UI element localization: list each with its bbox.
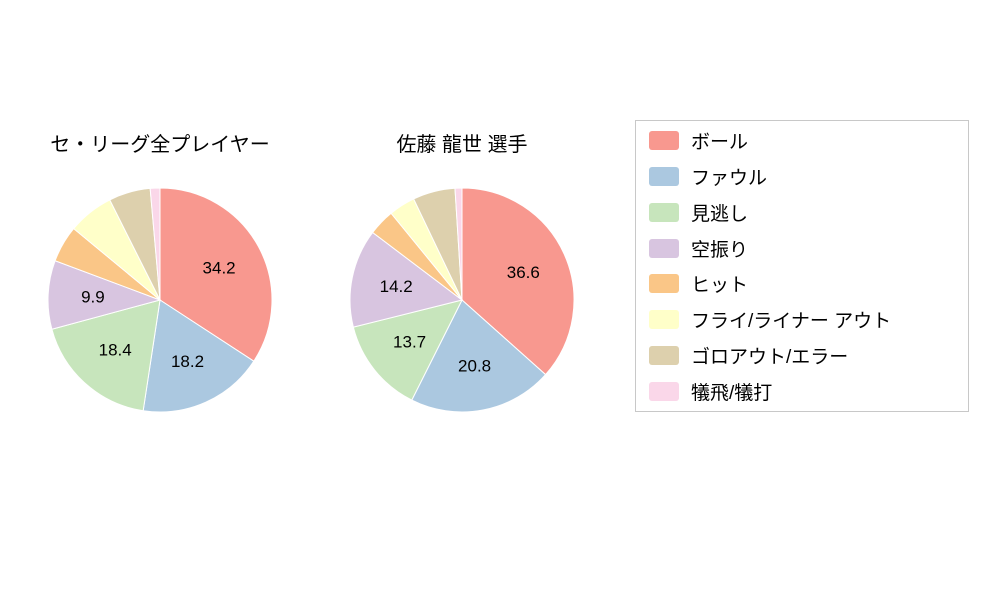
legend-label-fly-liner-out: フライ/ライナー アウト xyxy=(691,311,892,333)
pie-value-label-swinging-strike: 9.9 xyxy=(81,287,105,306)
legend-swatch-fly-liner-out xyxy=(649,310,679,330)
legend-label-hit: ヒット xyxy=(691,275,749,297)
pie-slice-sacrifice xyxy=(149,187,161,301)
pie-chart-league: 34.2 18.2 18.4 9.9 xyxy=(47,187,273,413)
pie-slice-called-strike xyxy=(51,299,161,412)
legend-label-called-strike: 見逃し xyxy=(691,203,749,225)
legend-swatch-ground-out-error xyxy=(649,345,679,365)
pie-slice-foul xyxy=(411,299,547,413)
legend-label-ground-out-error: ゴロアウト/エラー xyxy=(691,346,849,368)
legend-item-ground-out-error: ゴロアウト/エラー xyxy=(649,338,958,374)
legend-item-foul: ファウル xyxy=(649,159,958,195)
pie-slice-called-strike xyxy=(352,299,463,401)
legend-swatch-called-strike xyxy=(649,202,679,222)
legend-item-swinging-strike: 空振り xyxy=(649,230,958,266)
pie-slice-foul xyxy=(142,299,255,413)
legend-label-ball: ボール xyxy=(691,132,749,154)
legend-label-foul: ファウル xyxy=(691,168,768,190)
legend-item-ball: ボール xyxy=(649,123,958,159)
legend-label-swinging-strike: 空振り xyxy=(691,239,749,261)
legend-swatch-ball xyxy=(649,131,679,151)
pie-value-label-swinging-strike: 14.2 xyxy=(380,277,413,296)
pie-value-label-called-strike: 13.7 xyxy=(393,333,426,352)
legend-item-called-strike: 見逃し xyxy=(649,195,958,231)
pie-value-label-foul: 18.2 xyxy=(171,352,204,371)
pie-value-label-ball: 36.6 xyxy=(507,263,540,282)
legend-label-sacrifice: 犠飛/犠打 xyxy=(691,382,773,404)
legend-swatch-foul xyxy=(649,167,679,187)
legend-item-fly-liner-out: フライ/ライナー アウト xyxy=(649,302,958,338)
pie-value-label-ball: 34.2 xyxy=(203,259,236,278)
pie-chart-player: 36.6 20.8 13.7 14.2 xyxy=(349,187,575,413)
pie-value-label-foul: 20.8 xyxy=(458,357,491,376)
chart-title-player: 佐藤 龍世 選手 xyxy=(396,134,528,156)
legend-item-hit: ヒット xyxy=(649,266,958,302)
pie-slice-sacrifice xyxy=(454,187,463,301)
legend-swatch-swinging-strike xyxy=(649,238,679,258)
legend: ボールファウル見逃し空振りヒットフライ/ライナー アウト ゴロアウト/エラー 犠飛/… xyxy=(635,120,969,412)
pie-slice-swinging-strike xyxy=(349,231,464,328)
legend-swatch-sacrifice xyxy=(649,381,679,401)
pie-value-label-called-strike: 18.4 xyxy=(99,341,132,360)
legend-swatch-hit xyxy=(649,274,679,294)
pie-slice-ball xyxy=(461,187,575,376)
legend-item-sacrifice: 犠飛/犠打 xyxy=(649,373,958,409)
chart-title-league: セ・リーグ全プレイヤー xyxy=(50,134,270,156)
